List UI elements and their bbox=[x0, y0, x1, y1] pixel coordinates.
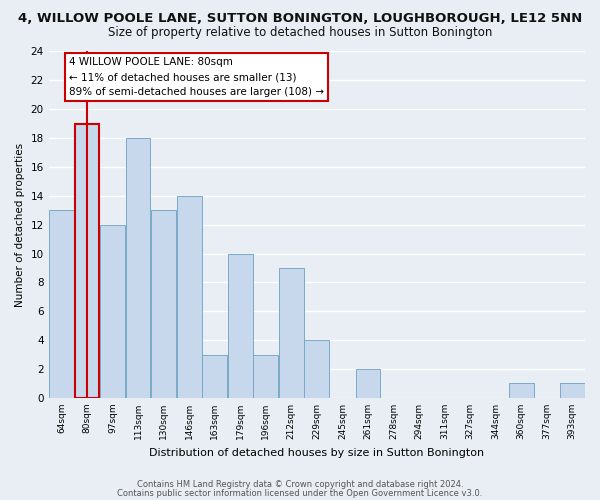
X-axis label: Distribution of detached houses by size in Sutton Bonington: Distribution of detached houses by size … bbox=[149, 448, 484, 458]
Text: 4, WILLOW POOLE LANE, SUTTON BONINGTON, LOUGHBOROUGH, LE12 5NN: 4, WILLOW POOLE LANE, SUTTON BONINGTON, … bbox=[18, 12, 582, 26]
Text: 4 WILLOW POOLE LANE: 80sqm
← 11% of detached houses are smaller (13)
89% of semi: 4 WILLOW POOLE LANE: 80sqm ← 11% of deta… bbox=[69, 58, 324, 97]
Bar bbox=[49, 210, 74, 398]
Text: Contains public sector information licensed under the Open Government Licence v3: Contains public sector information licen… bbox=[118, 488, 482, 498]
Bar bbox=[356, 369, 380, 398]
Bar bbox=[100, 224, 125, 398]
Text: Contains HM Land Registry data © Crown copyright and database right 2024.: Contains HM Land Registry data © Crown c… bbox=[137, 480, 463, 489]
Bar bbox=[228, 254, 253, 398]
Bar bbox=[74, 124, 100, 398]
Bar bbox=[253, 354, 278, 398]
Bar bbox=[279, 268, 304, 398]
Bar bbox=[125, 138, 151, 398]
Bar bbox=[177, 196, 202, 398]
Bar bbox=[151, 210, 176, 398]
Y-axis label: Number of detached properties: Number of detached properties bbox=[15, 142, 25, 307]
Bar bbox=[202, 354, 227, 398]
Bar bbox=[509, 384, 533, 398]
Text: Size of property relative to detached houses in Sutton Bonington: Size of property relative to detached ho… bbox=[108, 26, 492, 39]
Bar bbox=[304, 340, 329, 398]
Bar bbox=[560, 384, 584, 398]
